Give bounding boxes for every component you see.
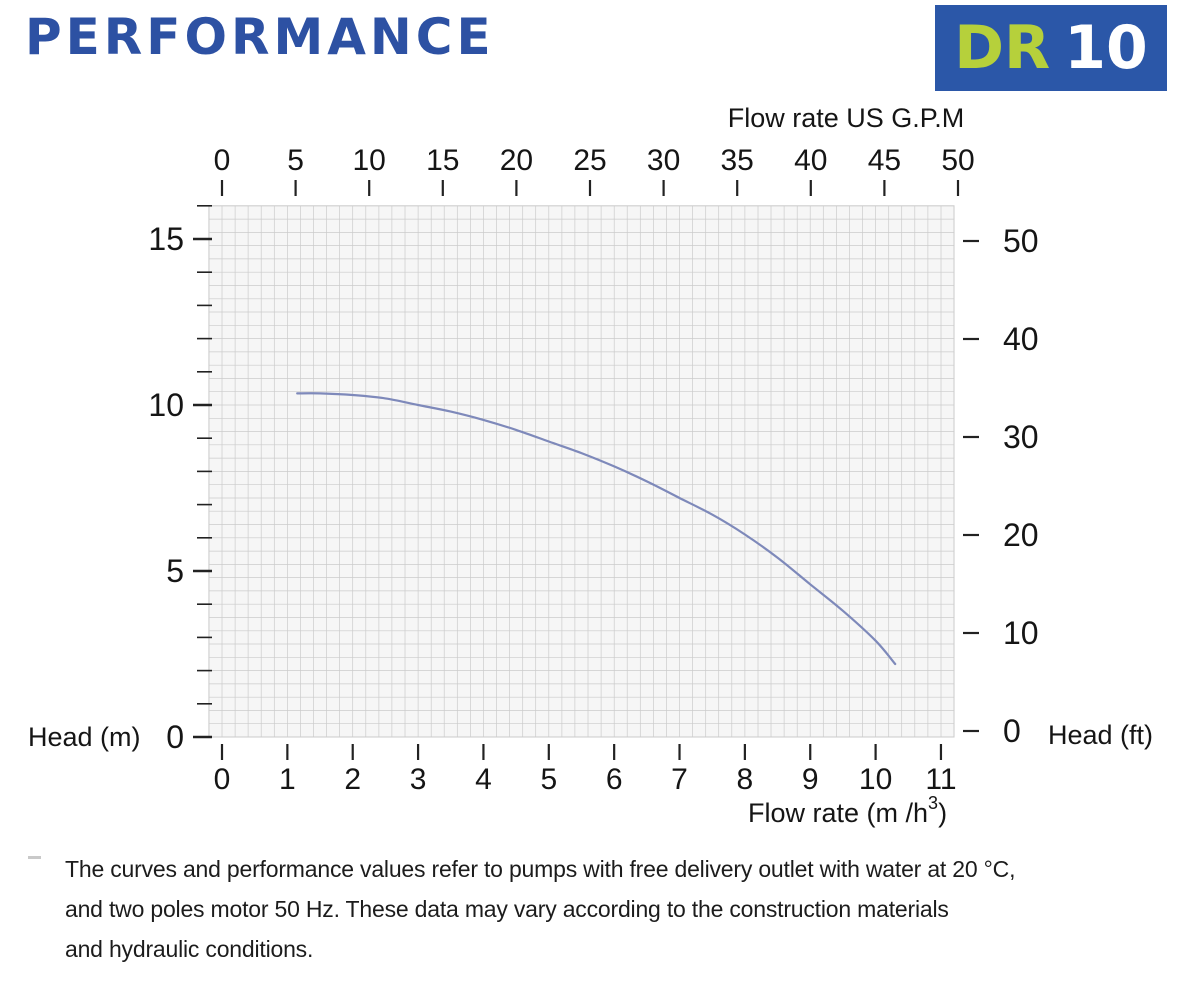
right-axis-title: Head (ft): [1048, 720, 1153, 750]
top-tick-label: 5: [287, 144, 304, 177]
model-series: DR: [954, 13, 1051, 83]
bottom-tick-label: 2: [344, 763, 361, 796]
model-badge: DR 10: [935, 5, 1167, 91]
top-tick-label: 0: [214, 144, 231, 177]
right-tick-label: 10: [1003, 615, 1039, 651]
bottom-axis-title: Flow rate (m /h3): [748, 793, 947, 828]
left-tick-label: 10: [148, 387, 184, 423]
right-tick-label: 0: [1003, 713, 1021, 749]
right-tick-label: 30: [1003, 419, 1039, 455]
footnote-line-3: and hydraulic conditions.: [65, 936, 314, 962]
footnote-line-1: The curves and performance values refer …: [65, 856, 1016, 882]
left-tick-label: 15: [148, 221, 184, 257]
bottom-tick-label: 1: [279, 763, 296, 796]
top-tick-label: 35: [721, 144, 754, 177]
bottom-tick-label: 9: [802, 763, 819, 796]
bottom-tick-label: 10: [859, 763, 892, 796]
right-tick-label: 50: [1003, 223, 1039, 259]
model-number: 10: [1064, 13, 1148, 83]
right-tick-label: 40: [1003, 321, 1039, 357]
footnote: The curves and performance values refer …: [65, 849, 1165, 969]
bottom-tick-label: 7: [671, 763, 688, 796]
grid-lines: [208, 205, 955, 738]
top-tick-label: 50: [941, 144, 974, 177]
page-title: PERFORMANCE: [25, 8, 495, 66]
left-axis-title: Head (m): [28, 722, 141, 752]
top-tick-label: 15: [426, 144, 459, 177]
performance-curve: [296, 392, 897, 666]
bottom-tick-label: 6: [606, 763, 623, 796]
bottom-tick-label: 0: [214, 763, 231, 796]
bottom-tick-label: 3: [410, 763, 427, 796]
top-tick-label: 10: [353, 144, 386, 177]
top-axis-title: Flow rate US G.P.M: [728, 103, 965, 133]
footnote-dash: [28, 856, 41, 859]
bottom-tick-label: 11: [925, 763, 956, 796]
top-tick-label: 25: [573, 144, 606, 177]
bottom-tick-label: 5: [540, 763, 557, 796]
top-tick-label: 45: [868, 144, 901, 177]
bottom-tick-label: 8: [737, 763, 754, 796]
left-tick-label: 5: [166, 553, 184, 589]
left-tick-label: 0: [166, 719, 184, 755]
top-tick-label: 30: [647, 144, 680, 177]
bottom-tick-label: 4: [475, 763, 492, 796]
top-tick-label: 20: [500, 144, 533, 177]
top-tick-label: 40: [794, 144, 827, 177]
right-tick-label: 20: [1003, 517, 1039, 553]
footnote-line-2: and two poles motor 50 Hz. These data ma…: [65, 896, 949, 922]
